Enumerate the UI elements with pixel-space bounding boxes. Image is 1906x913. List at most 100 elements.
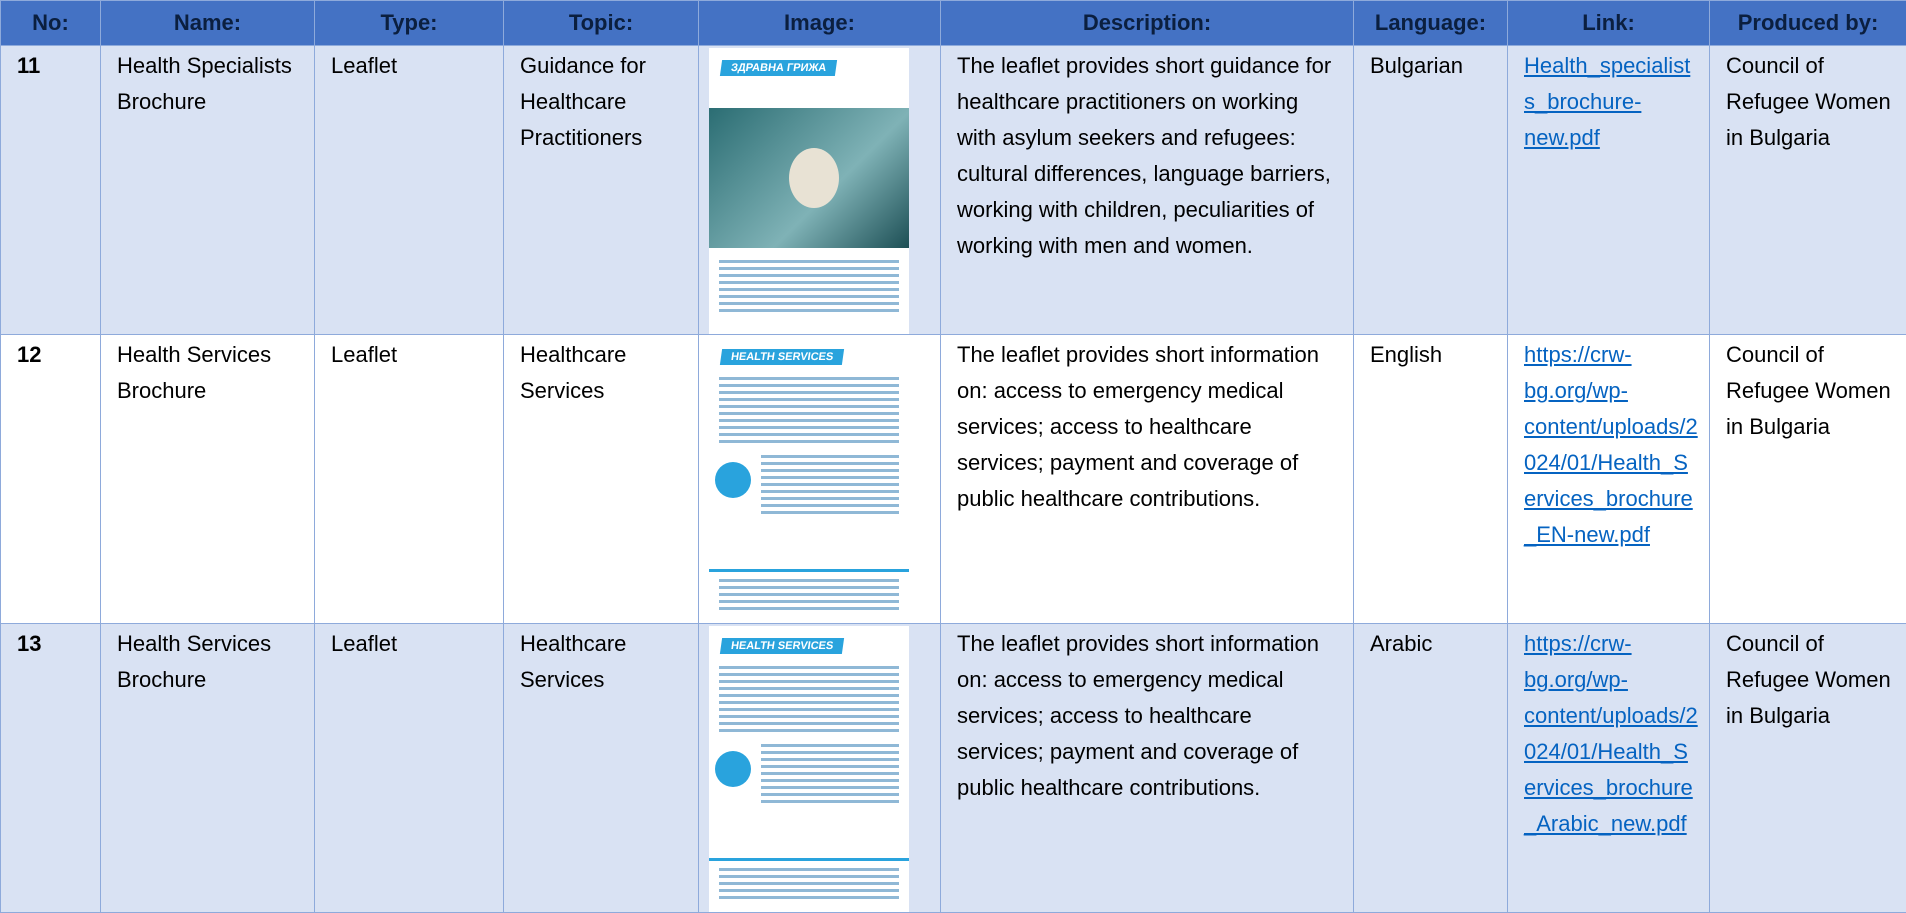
text-line xyxy=(719,309,899,312)
column-header: Type: xyxy=(315,1,504,46)
text-line xyxy=(719,405,899,408)
text-line xyxy=(719,377,899,380)
column-header: Link: xyxy=(1508,1,1710,46)
link-cell: https://crw-bg.org/wp-content/uploads/20… xyxy=(1508,624,1710,913)
row-number: 13 xyxy=(1,624,101,913)
brochure-thumbnail: HEALTH SERVICES xyxy=(709,337,909,623)
table-header: No:Name:Type:Topic:Image:Description:Lan… xyxy=(1,1,1906,46)
resource-link[interactable]: Health_specialists_brochure-new.pdf xyxy=(1524,53,1690,150)
text-line xyxy=(761,455,899,458)
text-line xyxy=(719,882,899,885)
text-line xyxy=(719,295,899,298)
resource-link[interactable]: https://crw-bg.org/wp-content/uploads/20… xyxy=(1524,631,1698,836)
text-line xyxy=(719,889,899,892)
column-header: Description: xyxy=(941,1,1354,46)
column-header: No: xyxy=(1,1,101,46)
text-line xyxy=(719,440,899,443)
text-line xyxy=(719,607,899,610)
text-line xyxy=(719,896,899,899)
text-line xyxy=(719,391,899,394)
text-line xyxy=(719,579,899,582)
resource-producer: Council of Refugee Women in Bulgaria xyxy=(1710,46,1906,335)
text-line xyxy=(761,476,899,479)
text-line xyxy=(719,687,899,690)
thumbnail-text xyxy=(719,868,899,903)
text-line xyxy=(761,786,899,789)
text-line xyxy=(719,384,899,387)
text-line xyxy=(761,497,899,500)
text-line xyxy=(719,426,899,429)
text-line xyxy=(719,586,899,589)
text-line xyxy=(719,274,899,277)
text-line xyxy=(761,462,899,465)
text-line xyxy=(719,288,899,291)
text-line xyxy=(719,433,899,436)
text-line xyxy=(719,680,899,683)
text-line xyxy=(761,511,899,514)
text-line xyxy=(719,729,899,732)
thumbnail-title: HEALTH SERVICES xyxy=(720,638,845,654)
header-row: No:Name:Type:Topic:Image:Description:Lan… xyxy=(1,1,1906,46)
brochure-thumbnail: ЗДРАВНА ГРИЖА xyxy=(709,48,909,334)
thumbnail-rule xyxy=(709,858,909,861)
column-header: Language: xyxy=(1354,1,1508,46)
image-cell: HEALTH SERVICES xyxy=(699,624,941,913)
brochure-thumbnail: HEALTH SERVICES xyxy=(709,626,909,912)
resource-type: Leaflet xyxy=(315,46,504,335)
text-line xyxy=(719,412,899,415)
thumbnail-text xyxy=(719,260,899,316)
resource-language: English xyxy=(1354,335,1508,624)
text-line xyxy=(761,772,899,775)
text-line xyxy=(761,779,899,782)
page: No:Name:Type:Topic:Image:Description:Lan… xyxy=(0,0,1906,848)
text-line xyxy=(719,708,899,711)
text-line xyxy=(719,722,899,725)
resource-producer: Council of Refugee Women in Bulgaria xyxy=(1710,624,1906,913)
image-cell: HEALTH SERVICES xyxy=(699,335,941,624)
resource-language: Bulgarian xyxy=(1354,46,1508,335)
text-line xyxy=(719,868,899,871)
text-line xyxy=(719,600,899,603)
text-line xyxy=(719,673,899,676)
thumbnail-rule xyxy=(709,569,909,572)
thumbnail-text xyxy=(719,666,899,736)
text-line xyxy=(719,666,899,669)
text-line xyxy=(719,260,899,263)
resource-description: The leaflet provides short information o… xyxy=(941,335,1354,624)
resource-topic: Guidance for Healthcare Practitioners xyxy=(504,46,699,335)
column-header: Image: xyxy=(699,1,941,46)
resource-name: Health Services Brochure xyxy=(101,624,315,913)
thumbnail-photo-detail xyxy=(789,148,839,208)
column-header: Topic: xyxy=(504,1,699,46)
thumbnail-icon xyxy=(715,462,751,498)
text-line xyxy=(719,281,899,284)
text-line xyxy=(719,419,899,422)
resource-description: The leaflet provides short guidance for … xyxy=(941,46,1354,335)
text-line xyxy=(761,504,899,507)
text-line xyxy=(719,267,899,270)
resource-language: Arabic xyxy=(1354,624,1508,913)
text-line xyxy=(719,694,899,697)
resource-link[interactable]: https://crw-bg.org/wp-content/uploads/20… xyxy=(1524,342,1698,547)
link-cell: https://crw-bg.org/wp-content/uploads/20… xyxy=(1508,335,1710,624)
text-line xyxy=(761,800,899,803)
text-line xyxy=(761,793,899,796)
image-cell: ЗДРАВНА ГРИЖА xyxy=(699,46,941,335)
thumbnail-text xyxy=(719,377,899,447)
resource-name: Health Services Brochure xyxy=(101,335,315,624)
resource-type: Leaflet xyxy=(315,335,504,624)
text-line xyxy=(761,744,899,747)
row-number: 11 xyxy=(1,46,101,335)
text-line xyxy=(761,765,899,768)
column-header: Name: xyxy=(101,1,315,46)
text-line xyxy=(719,302,899,305)
text-line xyxy=(719,715,899,718)
text-line xyxy=(761,751,899,754)
resource-name: Health Specialists Brochure xyxy=(101,46,315,335)
column-header: Produced by: xyxy=(1710,1,1906,46)
